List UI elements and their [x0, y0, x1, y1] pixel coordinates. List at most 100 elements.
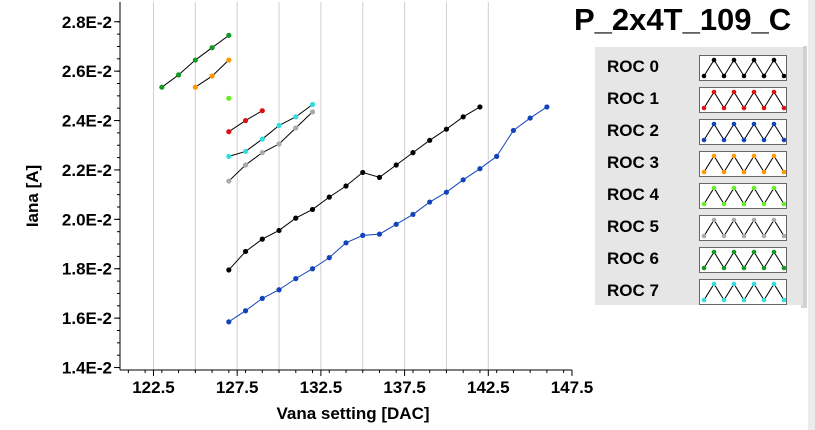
legend-marker	[701, 201, 707, 207]
legend-label: ROC 0	[607, 57, 659, 76]
legend-marker	[771, 185, 777, 191]
data-point	[410, 211, 416, 218]
legend-marker	[711, 121, 717, 127]
y-tick-label: 2.2E-2	[62, 161, 112, 180]
data-point	[259, 295, 265, 301]
legend-marker	[761, 169, 767, 175]
data-point	[226, 267, 232, 273]
series-roc-0	[226, 104, 483, 273]
legend-label: ROC 2	[607, 121, 659, 140]
legend-item: ROC 1	[595, 83, 803, 115]
legend-marker	[751, 281, 757, 287]
legend-marker	[711, 185, 717, 191]
x-tick-label: 142.5	[467, 378, 510, 397]
legend-marker	[721, 169, 727, 175]
legend-marker	[771, 57, 777, 63]
legend-swatch	[699, 87, 787, 113]
data-point	[226, 319, 232, 325]
data-point	[309, 266, 316, 272]
data-point	[276, 141, 282, 147]
data-point	[460, 177, 466, 183]
data-point	[309, 206, 316, 213]
data-point	[293, 114, 299, 120]
legend-marker	[721, 297, 727, 303]
legend-marker	[751, 185, 757, 191]
legend-swatch	[699, 183, 787, 209]
legend-marker	[781, 201, 787, 207]
legend-marker	[781, 105, 787, 111]
data-point	[376, 174, 383, 180]
grid-lines	[152, 2, 489, 370]
legend-marker	[731, 153, 737, 159]
series-line	[228, 106, 481, 271]
legend-marker	[741, 137, 747, 143]
series-roc-5	[226, 109, 316, 184]
y-tick-label: 2.8E-2	[62, 13, 112, 32]
legend-item: ROC 6	[595, 243, 803, 275]
data-point	[293, 215, 299, 221]
data-point	[242, 117, 249, 124]
legend-marker	[761, 105, 767, 111]
legend-line	[703, 219, 785, 237]
legend-shadow	[801, 46, 807, 308]
data-point	[376, 231, 383, 237]
y-tick-label: 1.6E-2	[62, 309, 112, 328]
data-point	[226, 95, 232, 101]
data-point	[259, 136, 265, 142]
y-tick-label: 1.4E-2	[62, 359, 112, 378]
series-roc-7	[226, 101, 316, 159]
legend-marker	[761, 265, 767, 271]
legend-marker	[731, 281, 737, 287]
legend-marker	[701, 233, 707, 239]
x-tick-label: 137.5	[383, 378, 426, 397]
series-line	[228, 104, 313, 157]
window-edge	[808, 0, 815, 430]
legend-swatch-pattern	[701, 217, 787, 239]
legend-marker	[731, 249, 737, 255]
data-point	[209, 73, 215, 79]
legend-marker	[711, 249, 717, 255]
data-point	[527, 115, 533, 121]
legend-marker	[721, 73, 727, 79]
data-point	[427, 199, 433, 205]
legend-marker	[721, 265, 727, 271]
legend-marker	[781, 169, 787, 175]
legend-marker	[751, 121, 757, 127]
legend-item: ROC 0	[595, 51, 803, 83]
data-point	[159, 84, 165, 90]
data-point	[175, 72, 182, 78]
legend-line	[703, 91, 785, 109]
data-point	[410, 150, 416, 156]
legend-marker	[701, 137, 707, 143]
legend-swatch-pattern	[701, 121, 787, 143]
data-point	[226, 32, 232, 38]
legend-swatch-pattern	[701, 185, 787, 207]
chart-title: P_2x4T_109_C	[574, 2, 792, 37]
legend: ROC 0 ROC 1 ROC 2 ROC 3 ROC 4 ROC 5 ROC 6 ROC 7	[594, 46, 803, 305]
legend-swatch	[699, 151, 787, 177]
legend-swatch-pattern	[701, 281, 787, 303]
data-point	[276, 287, 282, 293]
data-point	[276, 227, 282, 234]
series-roc-4	[226, 95, 232, 101]
legend-marker	[761, 233, 767, 239]
legend-marker	[741, 105, 747, 111]
data-point	[293, 276, 299, 282]
legend-marker	[751, 89, 757, 95]
legend-marker	[771, 153, 777, 159]
data-point	[510, 127, 517, 134]
legend-marker	[731, 57, 737, 63]
legend-marker	[741, 233, 747, 239]
data-point	[393, 221, 399, 227]
data-point	[443, 189, 450, 195]
data-point	[226, 153, 232, 159]
legend-item: ROC 3	[595, 147, 803, 179]
data-point	[226, 57, 232, 63]
legend-marker	[761, 137, 767, 143]
legend-label: ROC 7	[607, 281, 659, 300]
x-axis-label: Vana setting [DAC]	[276, 404, 429, 423]
legend-marker	[711, 281, 717, 287]
x-tick-label: 132.5	[300, 378, 343, 397]
legend-marker	[751, 217, 757, 223]
